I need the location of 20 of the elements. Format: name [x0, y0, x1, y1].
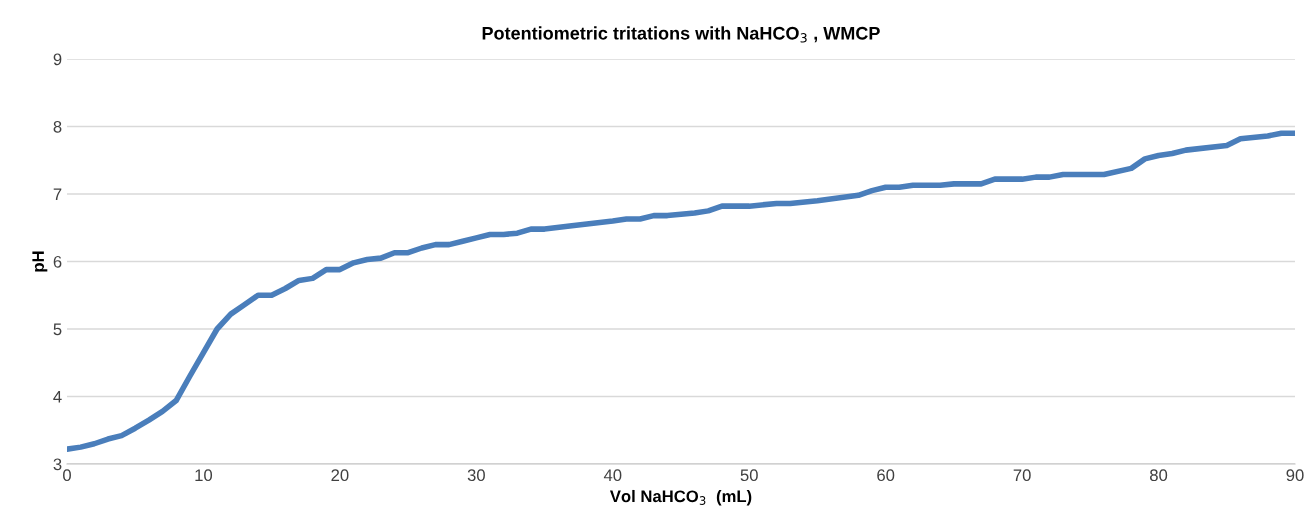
x-tick-label: 60	[877, 469, 895, 482]
y-tick-label: 4	[53, 391, 62, 403]
x-tick-label: 50	[740, 469, 758, 482]
y-tick-label: 9	[53, 53, 62, 66]
y-tick-label: 5	[53, 323, 62, 336]
y-axis-title: pH	[32, 251, 48, 272]
chart-title: Potentiometric tritations with NaHCO$_{3}$ , WMCP	[482, 26, 880, 43]
x-tick-label: 40	[603, 469, 622, 482]
y-tick-label: 6	[53, 255, 62, 268]
x-tick-label: 0	[63, 469, 71, 482]
x-tick-label: 10	[195, 469, 213, 482]
x-tick-label: 20	[331, 469, 349, 482]
x-tick-label: 90	[1286, 469, 1304, 482]
y-tick-label: 7	[53, 188, 62, 201]
x-tick-label: 70	[1013, 469, 1031, 482]
x-tick-label: 30	[467, 469, 485, 482]
x-tick-label: 80	[1150, 469, 1168, 482]
x-axis-title: Vol NaHCO$_{3}$ (mL)	[609, 489, 752, 506]
y-tick-label: 3	[53, 458, 62, 471]
y-tick-label: 8	[53, 120, 62, 133]
